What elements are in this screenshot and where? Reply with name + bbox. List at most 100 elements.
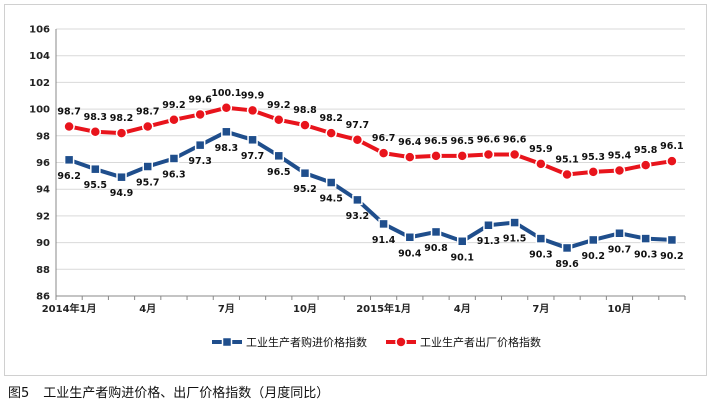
data-point: [220, 102, 233, 114]
data-label: 99.9: [241, 90, 264, 101]
y-tick-label: 88: [36, 265, 50, 276]
data-point: [299, 167, 311, 179]
chart-frame: [4, 4, 707, 376]
data-point: [430, 150, 442, 162]
data-label: 97.3: [188, 156, 211, 167]
y-tick-label: 104: [29, 51, 50, 62]
data-point: [639, 159, 652, 171]
data-point: [456, 236, 468, 247]
data-point: [142, 161, 153, 172]
data-point: [404, 151, 416, 163]
data-point: [194, 139, 206, 151]
data-label: 89.6: [555, 259, 579, 270]
figure-number: 图5: [8, 386, 30, 401]
y-tick-label: 92: [36, 211, 50, 222]
x-tick-label: 10月: [293, 303, 317, 315]
data-label: 90.8: [424, 243, 448, 254]
data-label: 99.2: [267, 100, 290, 111]
data-point: [247, 134, 258, 146]
legend-label: 工业生产者出厂价格指数: [420, 335, 541, 349]
data-point: [482, 148, 495, 161]
data-point: [378, 218, 389, 230]
data-point: [561, 242, 573, 254]
x-tick-label: 4月: [454, 303, 471, 315]
data-point: [273, 114, 285, 126]
y-tick-label: 106: [29, 25, 50, 36]
x-tick-label: 7月: [532, 303, 549, 315]
data-point: [246, 104, 259, 117]
x-tick-label: 7月: [218, 303, 235, 315]
x-tick-label: 10月: [608, 303, 632, 315]
data-point: [508, 148, 521, 161]
data-label: 98.2: [110, 113, 133, 124]
data-point: [325, 127, 337, 139]
y-tick-label: 90: [36, 238, 50, 249]
data-label: 95.2: [293, 184, 316, 195]
data-point: [613, 164, 626, 177]
data-point: [377, 147, 390, 159]
x-tick-label: 4月: [139, 303, 156, 315]
y-tick-label: 96: [36, 158, 50, 169]
axis-layer: 86 88 90 92 94 96 98 100 102 104 106 2014年1月 4月 7月 10月…: [29, 25, 686, 315]
data-label: 96.5: [451, 136, 474, 147]
data-label: 90.2: [660, 251, 683, 262]
data-label: 90.2: [582, 251, 605, 262]
data-label: 90.7: [608, 244, 631, 255]
data-point: [587, 166, 600, 178]
y-tick-label: 86: [36, 292, 50, 303]
data-label: 90.1: [451, 252, 474, 263]
data-point: [89, 126, 102, 138]
y-tick-label: 98: [36, 131, 50, 142]
data-point: [90, 163, 101, 175]
data-label: 96.3: [162, 169, 185, 180]
series-line: [67, 129, 674, 250]
data-label: 98.3: [215, 143, 238, 154]
legend: 工业生产者购进价格指数 工业生产者出厂价格指数: [212, 335, 541, 349]
data-point: [588, 234, 599, 246]
figure-title: 工业生产者购进价格、出厂价格指数（月度同比）: [43, 386, 330, 401]
data-label: 95.7: [136, 178, 159, 189]
data-point: [561, 168, 573, 181]
data-label: 98.7: [57, 106, 80, 117]
data-label: 99.2: [162, 100, 185, 111]
data-label: 96.4: [398, 137, 422, 148]
data-label: 98.2: [319, 113, 342, 124]
data-label: 95.3: [582, 152, 605, 163]
y-tick-label: 102: [29, 78, 50, 89]
data-label: 98.3: [84, 112, 107, 123]
data-point: [456, 150, 468, 162]
data-point: [483, 219, 494, 231]
data-point: [535, 158, 547, 170]
data-point: [351, 134, 364, 146]
data-label: 96.6: [477, 134, 501, 145]
data-point: [352, 194, 363, 206]
legend-swatch-marker: [221, 336, 233, 348]
series-layer: [63, 102, 678, 254]
data-point: [273, 150, 285, 162]
data-point: [168, 114, 180, 126]
data-point: [325, 177, 337, 188]
data-label: 94.5: [319, 194, 342, 205]
data-label-layer: 96.295.594.995.796.397.398.397.796.595.2…: [57, 88, 683, 270]
data-point: [116, 171, 127, 183]
data-label: 96.7: [372, 133, 395, 144]
data-label: 91.4: [372, 235, 396, 246]
data-label: 100.1: [211, 88, 241, 99]
data-label: 95.8: [634, 145, 658, 156]
data-label: 93.2: [346, 211, 369, 222]
x-tick-label: 2015年1月: [356, 302, 411, 315]
data-label: 90.4: [398, 248, 422, 259]
data-label: 91.3: [477, 236, 500, 247]
data-label: 96.5: [267, 167, 290, 178]
data-point: [614, 228, 625, 239]
data-point: [194, 108, 206, 121]
data-point: [509, 217, 520, 228]
data-label: 97.7: [241, 151, 264, 162]
data-point: [63, 154, 75, 166]
data-label: 95.5: [84, 180, 107, 191]
data-point: [666, 155, 678, 167]
data-point: [141, 120, 154, 133]
data-label: 96.5: [424, 136, 447, 147]
data-point: [535, 233, 547, 244]
data-point: [63, 120, 75, 133]
